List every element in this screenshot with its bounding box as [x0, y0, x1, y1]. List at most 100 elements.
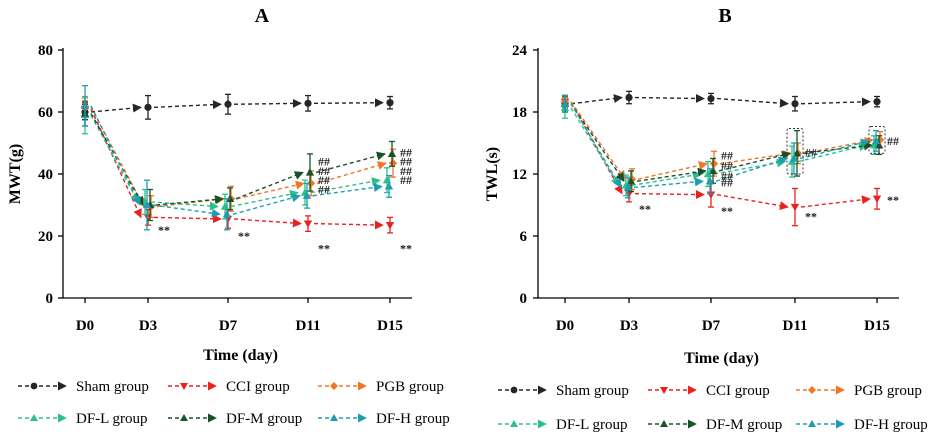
legend-label: PGB group: [376, 379, 444, 395]
series-line-segment: [716, 97, 789, 108]
y-axis-label: TWL(s): [484, 147, 501, 201]
series-line-segment: [570, 94, 623, 105]
y-tick-label: 24: [512, 43, 528, 59]
significance-mark: **: [887, 193, 899, 207]
series-line-segment: [153, 214, 222, 224]
data-point: [709, 159, 719, 168]
legend-item-df-m-group: DF-M group: [168, 411, 302, 427]
data-point: [220, 202, 230, 210]
data-point: [560, 99, 570, 107]
series-line-segment: [637, 161, 708, 180]
significance-mark: ##: [400, 155, 412, 169]
y-tick-label: 0: [520, 291, 528, 307]
y-tick-label: 0: [46, 291, 54, 307]
data-point: [872, 195, 882, 203]
legend-marker: [30, 414, 38, 421]
data-point: [142, 200, 152, 209]
significance-annotations: ** **** **################: [158, 145, 412, 255]
legend-label: DF-H group: [376, 411, 450, 427]
data-point: [873, 98, 881, 106]
legend-item-df-l-group: DF-L group: [18, 411, 148, 427]
significance-mark: **: [721, 204, 733, 218]
x-tick-label: D7: [702, 318, 721, 334]
series-line-segment: [312, 183, 383, 197]
significance-mark: **: [805, 209, 817, 223]
series-line-segment: [719, 150, 792, 165]
x-tick-label: D0: [556, 318, 574, 334]
series-line-segment: [153, 100, 222, 110]
series-line-segment: [90, 103, 142, 113]
chart-panel-b: B 0 6 12 18 24 D0 D3 D7 D11 D15 Time (day) TWL(s) ** *…: [484, 5, 899, 367]
series-sham-group: [81, 93, 394, 121]
significance-mark: **: [238, 229, 250, 243]
data-point: [790, 203, 800, 212]
legend-marker: [660, 420, 668, 427]
significance-mark: **: [400, 241, 412, 255]
significance-mark: ##: [887, 134, 899, 148]
data-point: [791, 100, 799, 108]
legend-marker: [180, 414, 188, 421]
highlight-box: [786, 128, 804, 175]
series-line-segment: [713, 158, 786, 175]
series-line-segment: [90, 105, 141, 206]
series-line-segment: [90, 114, 139, 203]
y-tick-label: 60: [38, 105, 53, 121]
data-point: [302, 191, 312, 199]
series-line-segment: [634, 190, 705, 200]
significance-mark: ##: [721, 169, 733, 183]
series-line-segment: [235, 171, 304, 200]
x-tick-label: D11: [782, 318, 807, 334]
significance-mark: **: [639, 202, 651, 216]
legend-item-df-h-group: DF-H group: [796, 417, 928, 433]
data-point: [705, 177, 715, 185]
series-line-segment: [232, 193, 301, 215]
legend-item-pgb-group: PGB group: [796, 383, 922, 399]
data-point: [388, 158, 398, 168]
legend-item-pgb-group: PGB group: [318, 379, 444, 395]
series-pgb-group: [80, 97, 398, 219]
legend-item-df-l-group: DF-L group: [498, 417, 628, 433]
series-line-segment: [570, 103, 622, 189]
series-line-segment: [230, 189, 299, 208]
series-line-segment: [310, 177, 381, 194]
data-point: [222, 210, 232, 218]
legend-label: Sham group: [556, 383, 629, 399]
significance-mark: **: [318, 241, 330, 255]
series-line-segment: [90, 107, 145, 208]
legend-label: DF-L group: [556, 417, 628, 433]
data-point: [623, 183, 633, 191]
legend-item-sham-group: Sham group: [18, 379, 149, 395]
legend-marker: [330, 382, 338, 390]
legend-label: DF-L group: [76, 411, 148, 427]
series-line-segment: [233, 98, 302, 108]
series-line-segment: [800, 195, 871, 208]
significance-annotations: ** ** ****############: [639, 134, 899, 223]
legend-a: Sham group CCI group PGB group DF-L group DF…: [18, 379, 450, 427]
x-tick-label: D7: [219, 318, 238, 334]
series-line-segment: [570, 103, 625, 182]
significance-mark: ##: [400, 173, 412, 187]
data-point: [626, 177, 636, 185]
legend-label: CCI group: [226, 379, 290, 395]
legend-item-cci-group: CCI group: [648, 383, 770, 399]
series-line-segment: [313, 220, 384, 230]
legend-marker: [30, 382, 38, 390]
x-tick-label: D0: [76, 318, 94, 334]
series-cci-group: [80, 102, 395, 234]
significance-mark: ##: [318, 183, 330, 197]
series-line-segment: [316, 161, 387, 184]
data-point: [382, 176, 392, 184]
series-sham-group: [561, 90, 881, 113]
legend-label: DF-H group: [854, 417, 928, 433]
legend-label: PGB group: [854, 383, 922, 399]
series-df-h-group: [80, 85, 394, 231]
series-line-segment: [233, 218, 302, 228]
series-df-h-group: [560, 94, 881, 199]
significance-mark: ##: [721, 175, 733, 189]
legend-label: CCI group: [706, 383, 770, 399]
series-line-segment: [633, 177, 704, 189]
series-line-segment: [236, 180, 305, 200]
series-line-segment: [315, 151, 386, 174]
data-point: [624, 190, 634, 198]
series-df-l-group: [80, 95, 392, 220]
